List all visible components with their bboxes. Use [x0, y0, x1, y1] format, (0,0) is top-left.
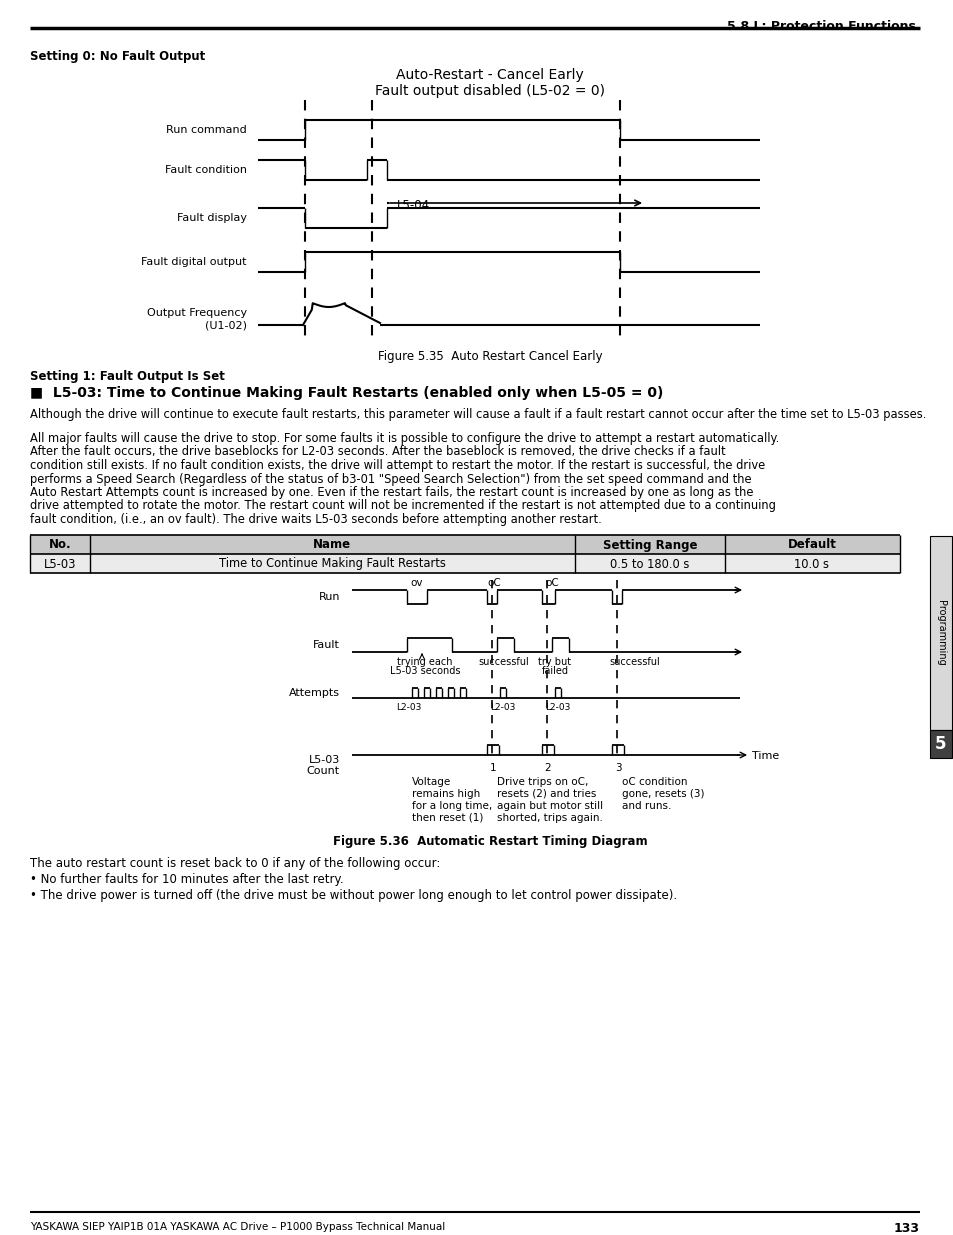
Text: Although the drive will continue to execute fault restarts, this parameter will : Although the drive will continue to exec… [30, 408, 925, 421]
Text: L5-03 seconds: L5-03 seconds [390, 666, 459, 676]
Text: After the fault occurs, the drive baseblocks for L2-03 seconds. After the basebl: After the fault occurs, the drive basebl… [30, 446, 725, 458]
Text: failed: failed [541, 666, 568, 676]
Text: again but motor still: again but motor still [497, 802, 602, 811]
Text: (U1-02): (U1-02) [205, 320, 247, 330]
Text: Figure 5.35  Auto Restart Cancel Early: Figure 5.35 Auto Restart Cancel Early [377, 350, 601, 363]
Bar [30, 555, 899, 573]
Text: Run command: Run command [166, 125, 247, 135]
Text: Fault condition: Fault condition [165, 165, 247, 175]
Text: Setting 0: No Fault Output: Setting 0: No Fault Output [30, 49, 205, 63]
Text: Auto Restart Attempts count is increased by one. Even if the restart fails, the : Auto Restart Attempts count is increased… [30, 487, 753, 499]
Text: Fault digital output: Fault digital output [141, 257, 247, 267]
Text: All major faults will cause the drive to stop. For some faults it is possible to: All major faults will cause the drive to… [30, 432, 779, 445]
Text: Voltage: Voltage [412, 777, 451, 787]
Text: YASKAWA SIEP YAIP1B 01A YASKAWA AC Drive – P1000 Bypass Technical Manual: YASKAWA SIEP YAIP1B 01A YASKAWA AC Drive… [30, 1221, 445, 1233]
Text: then reset (1): then reset (1) [412, 813, 483, 823]
Text: ov: ov [411, 578, 423, 588]
Text: shorted, trips again.: shorted, trips again. [497, 813, 602, 823]
Text: resets (2) and tries: resets (2) and tries [497, 789, 596, 799]
Text: The auto restart count is reset back to 0 if any of the following occur:: The auto restart count is reset back to … [30, 857, 440, 869]
Text: • No further faults for 10 minutes after the last retry.: • No further faults for 10 minutes after… [30, 873, 343, 885]
Text: gone, resets (3): gone, resets (3) [621, 789, 703, 799]
Text: Figure 5.36  Automatic Restart Timing Diagram: Figure 5.36 Automatic Restart Timing Dia… [333, 835, 647, 848]
Text: 2: 2 [544, 763, 551, 773]
Text: Attempts: Attempts [289, 688, 339, 698]
Text: Fault display: Fault display [177, 212, 247, 224]
Text: Run: Run [318, 592, 339, 601]
Text: Count: Count [307, 766, 339, 776]
Text: 10.0 s: 10.0 s [794, 557, 828, 571]
Text: L5-03: L5-03 [309, 755, 339, 764]
Text: condition still exists. If no fault condition exists, the drive will attempt to : condition still exists. If no fault cond… [30, 459, 764, 472]
Text: 1: 1 [489, 763, 496, 773]
Text: Programming: Programming [935, 600, 945, 666]
Text: for a long time,: for a long time, [412, 802, 492, 811]
Text: Fault: Fault [313, 640, 339, 650]
Bar [929, 730, 951, 758]
Text: Output Frequency: Output Frequency [147, 308, 247, 317]
Text: oC: oC [487, 578, 500, 588]
Text: successful: successful [478, 657, 529, 667]
Text: Drive trips on oC,: Drive trips on oC, [497, 777, 588, 787]
Text: L2-03: L2-03 [395, 703, 421, 713]
Text: successful: successful [609, 657, 659, 667]
Text: trying each: trying each [396, 657, 453, 667]
Text: Setting Range: Setting Range [602, 538, 697, 552]
Text: L2-03: L2-03 [545, 703, 570, 713]
Text: performs a Speed Search (Regardless of the status of b3-01 "Speed Search Selecti: performs a Speed Search (Regardless of t… [30, 473, 751, 485]
Text: No.: No. [49, 538, 71, 552]
Text: 5.8 L: Protection Functions: 5.8 L: Protection Functions [726, 20, 915, 33]
Text: Time: Time [751, 751, 779, 761]
Text: • The drive power is turned off (the drive must be without power long enough to : • The drive power is turned off (the dri… [30, 889, 677, 902]
Text: 3: 3 [614, 763, 620, 773]
Bar [30, 535, 899, 555]
Text: L2-03: L2-03 [490, 703, 516, 713]
Bar [929, 536, 951, 730]
Text: oC: oC [544, 578, 558, 588]
Text: drive attempted to rotate the motor. The restart count will not be incremented i: drive attempted to rotate the motor. The… [30, 499, 775, 513]
Text: fault condition, (i.e., an ov fault). The drive waits L5-03 seconds before attem: fault condition, (i.e., an ov fault). Th… [30, 513, 601, 526]
Text: Auto-Restart - Cancel Early: Auto-Restart - Cancel Early [395, 68, 583, 82]
Text: Fault output disabled (L5-02 = 0): Fault output disabled (L5-02 = 0) [375, 84, 604, 98]
Text: 5: 5 [934, 735, 945, 753]
Text: L5-04: L5-04 [396, 199, 430, 212]
Text: L5-03: L5-03 [44, 557, 76, 571]
Text: Name: Name [313, 538, 351, 552]
Text: remains high: remains high [412, 789, 479, 799]
Text: and runs.: and runs. [621, 802, 671, 811]
Text: Default: Default [787, 538, 836, 552]
Text: try but: try but [537, 657, 571, 667]
Text: 133: 133 [893, 1221, 919, 1235]
Text: oC condition: oC condition [621, 777, 687, 787]
Text: Setting 1: Fault Output Is Set: Setting 1: Fault Output Is Set [30, 370, 225, 383]
Text: ■  L5-03: Time to Continue Making Fault Restarts (enabled only when L5-05 = 0): ■ L5-03: Time to Continue Making Fault R… [30, 387, 662, 400]
Text: Time to Continue Making Fault Restarts: Time to Continue Making Fault Restarts [218, 557, 445, 571]
Text: 0.5 to 180.0 s: 0.5 to 180.0 s [610, 557, 689, 571]
